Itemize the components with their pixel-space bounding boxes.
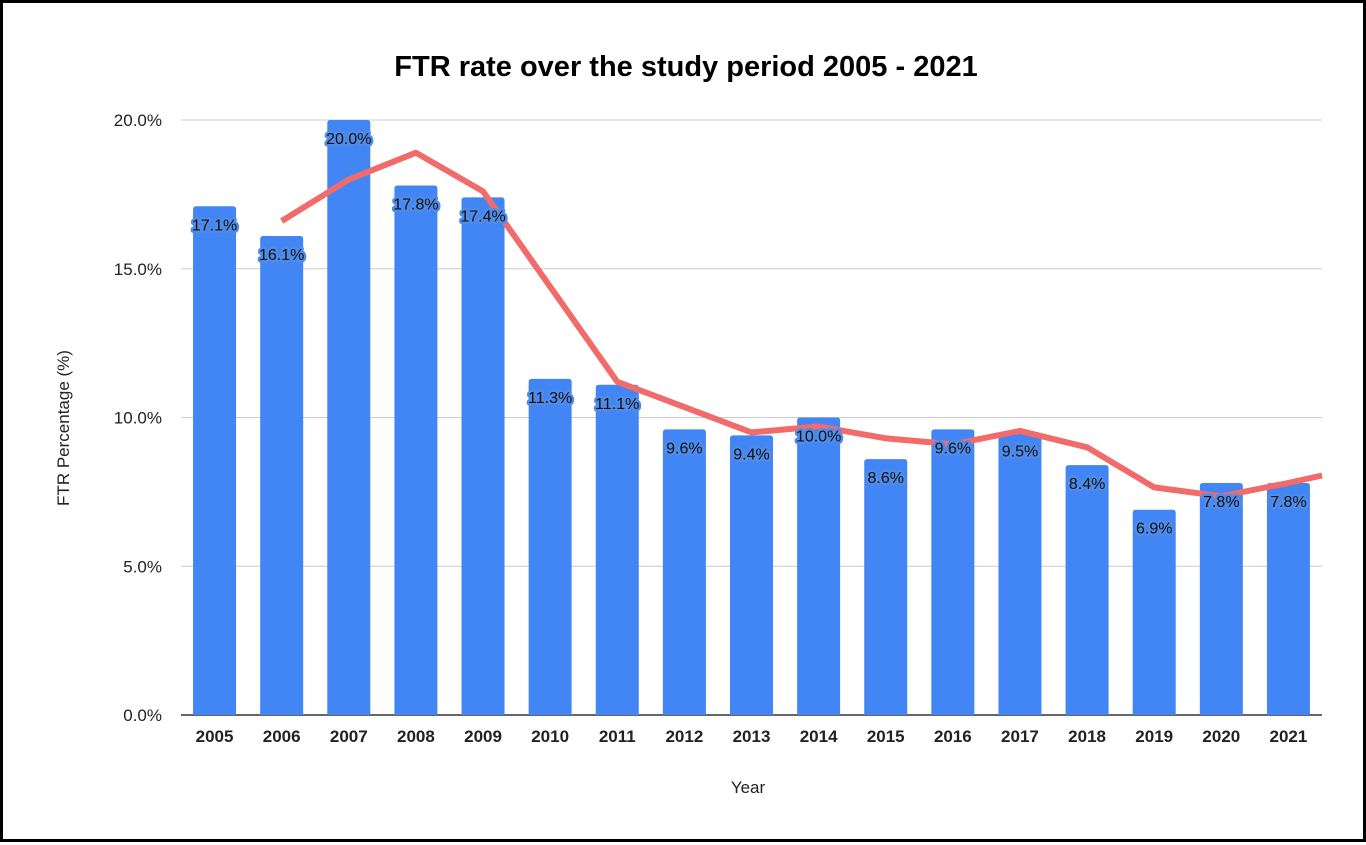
x-tick-label: 2017 [1001, 727, 1039, 746]
x-tick-label: 2018 [1068, 727, 1106, 746]
x-tick-label: 2019 [1135, 727, 1173, 746]
trendline-group [280, 149, 1323, 500]
bar-2012 [662, 429, 706, 715]
data-label-2020: 7.8% [1203, 494, 1239, 511]
data-label-2014: 10.0% [796, 429, 841, 446]
data-label-2019: 6.9% [1136, 521, 1172, 538]
bar-2010 [528, 378, 572, 715]
bar-2008 [394, 185, 438, 715]
bar-2005 [193, 206, 237, 715]
x-tick-label: 2021 [1270, 727, 1308, 746]
data-label-2013: 9.4% [733, 446, 769, 463]
trendline [280, 149, 1323, 500]
data-label-2015: 8.6% [868, 470, 904, 487]
bar-2017 [998, 432, 1042, 715]
y-axis-label: FTR Percentage (%) [54, 350, 73, 506]
y-tick-label: 10.0% [114, 409, 162, 428]
x-tick-label: 2013 [733, 727, 771, 746]
bar-2009 [461, 197, 505, 716]
data-label-2010: 11.3% [528, 390, 572, 407]
bar-2018 [1065, 465, 1109, 715]
data-label-2017: 9.5% [1002, 443, 1038, 460]
data-label-2021: 7.8% [1270, 494, 1306, 511]
x-axis-label: Year [731, 778, 766, 797]
bar-2020 [1199, 482, 1243, 715]
bar-2014 [797, 417, 841, 715]
bar-2019 [1132, 509, 1176, 715]
y-tick-label: 20.0% [114, 111, 162, 130]
data-label-2018: 8.4% [1069, 476, 1105, 493]
bar-2015 [864, 459, 908, 715]
data-label-2012: 9.6% [666, 440, 702, 457]
data-label-2007: 20.0% [326, 131, 371, 148]
bar-2011 [595, 384, 639, 715]
bar-2006 [260, 236, 304, 715]
x-tick-label: 2020 [1202, 727, 1240, 746]
x-tick-label: 2005 [196, 727, 234, 746]
x-tick-label: 2007 [330, 727, 368, 746]
x-tick-label: 2012 [665, 727, 703, 746]
data-label-2011: 11.1% [595, 396, 639, 413]
y-tick-label: 15.0% [114, 260, 162, 279]
x-axis-ticks: 2005 2006 2007 2008 2009 2010 2011 2012 2013 2014… [196, 727, 1308, 746]
y-axis-ticks: 0.0% 5.0% 10.0% 15.0% 20.0% [114, 111, 162, 725]
x-tick-label: 2015 [867, 727, 905, 746]
x-tick-label: 2010 [531, 727, 569, 746]
bar-2007 [327, 120, 371, 715]
bar-2013 [730, 435, 773, 715]
bar-2016 [931, 429, 975, 715]
x-tick-label: 2016 [934, 727, 972, 746]
bar-2021 [1266, 482, 1310, 715]
data-label-2006: 16.1% [259, 247, 304, 264]
data-label-2009: 17.4% [460, 208, 505, 225]
x-tick-label: 2006 [263, 727, 301, 746]
ftr-bar-chart: FTR rate over the study period 2005 - 20… [54, 51, 1323, 797]
bars [193, 120, 1310, 716]
x-tick-label: 2008 [397, 727, 435, 746]
x-tick-label: 2011 [599, 727, 636, 746]
data-label-2008: 17.8% [393, 196, 438, 213]
data-labels: 17.1% 16.1% 20.0% 17.8% 17.4% 11.3% 11.1% 9.6% 9… [189, 129, 1309, 541]
data-label-2005: 17.1% [192, 217, 237, 234]
x-tick-label: 2014 [800, 727, 838, 746]
y-tick-label: 0.0% [123, 706, 162, 725]
y-tick-label: 5.0% [123, 557, 162, 576]
chart-title: FTR rate over the study period 2005 - 20… [394, 51, 977, 83]
x-tick-label: 2009 [464, 727, 502, 746]
data-label-2016: 9.6% [935, 440, 971, 457]
